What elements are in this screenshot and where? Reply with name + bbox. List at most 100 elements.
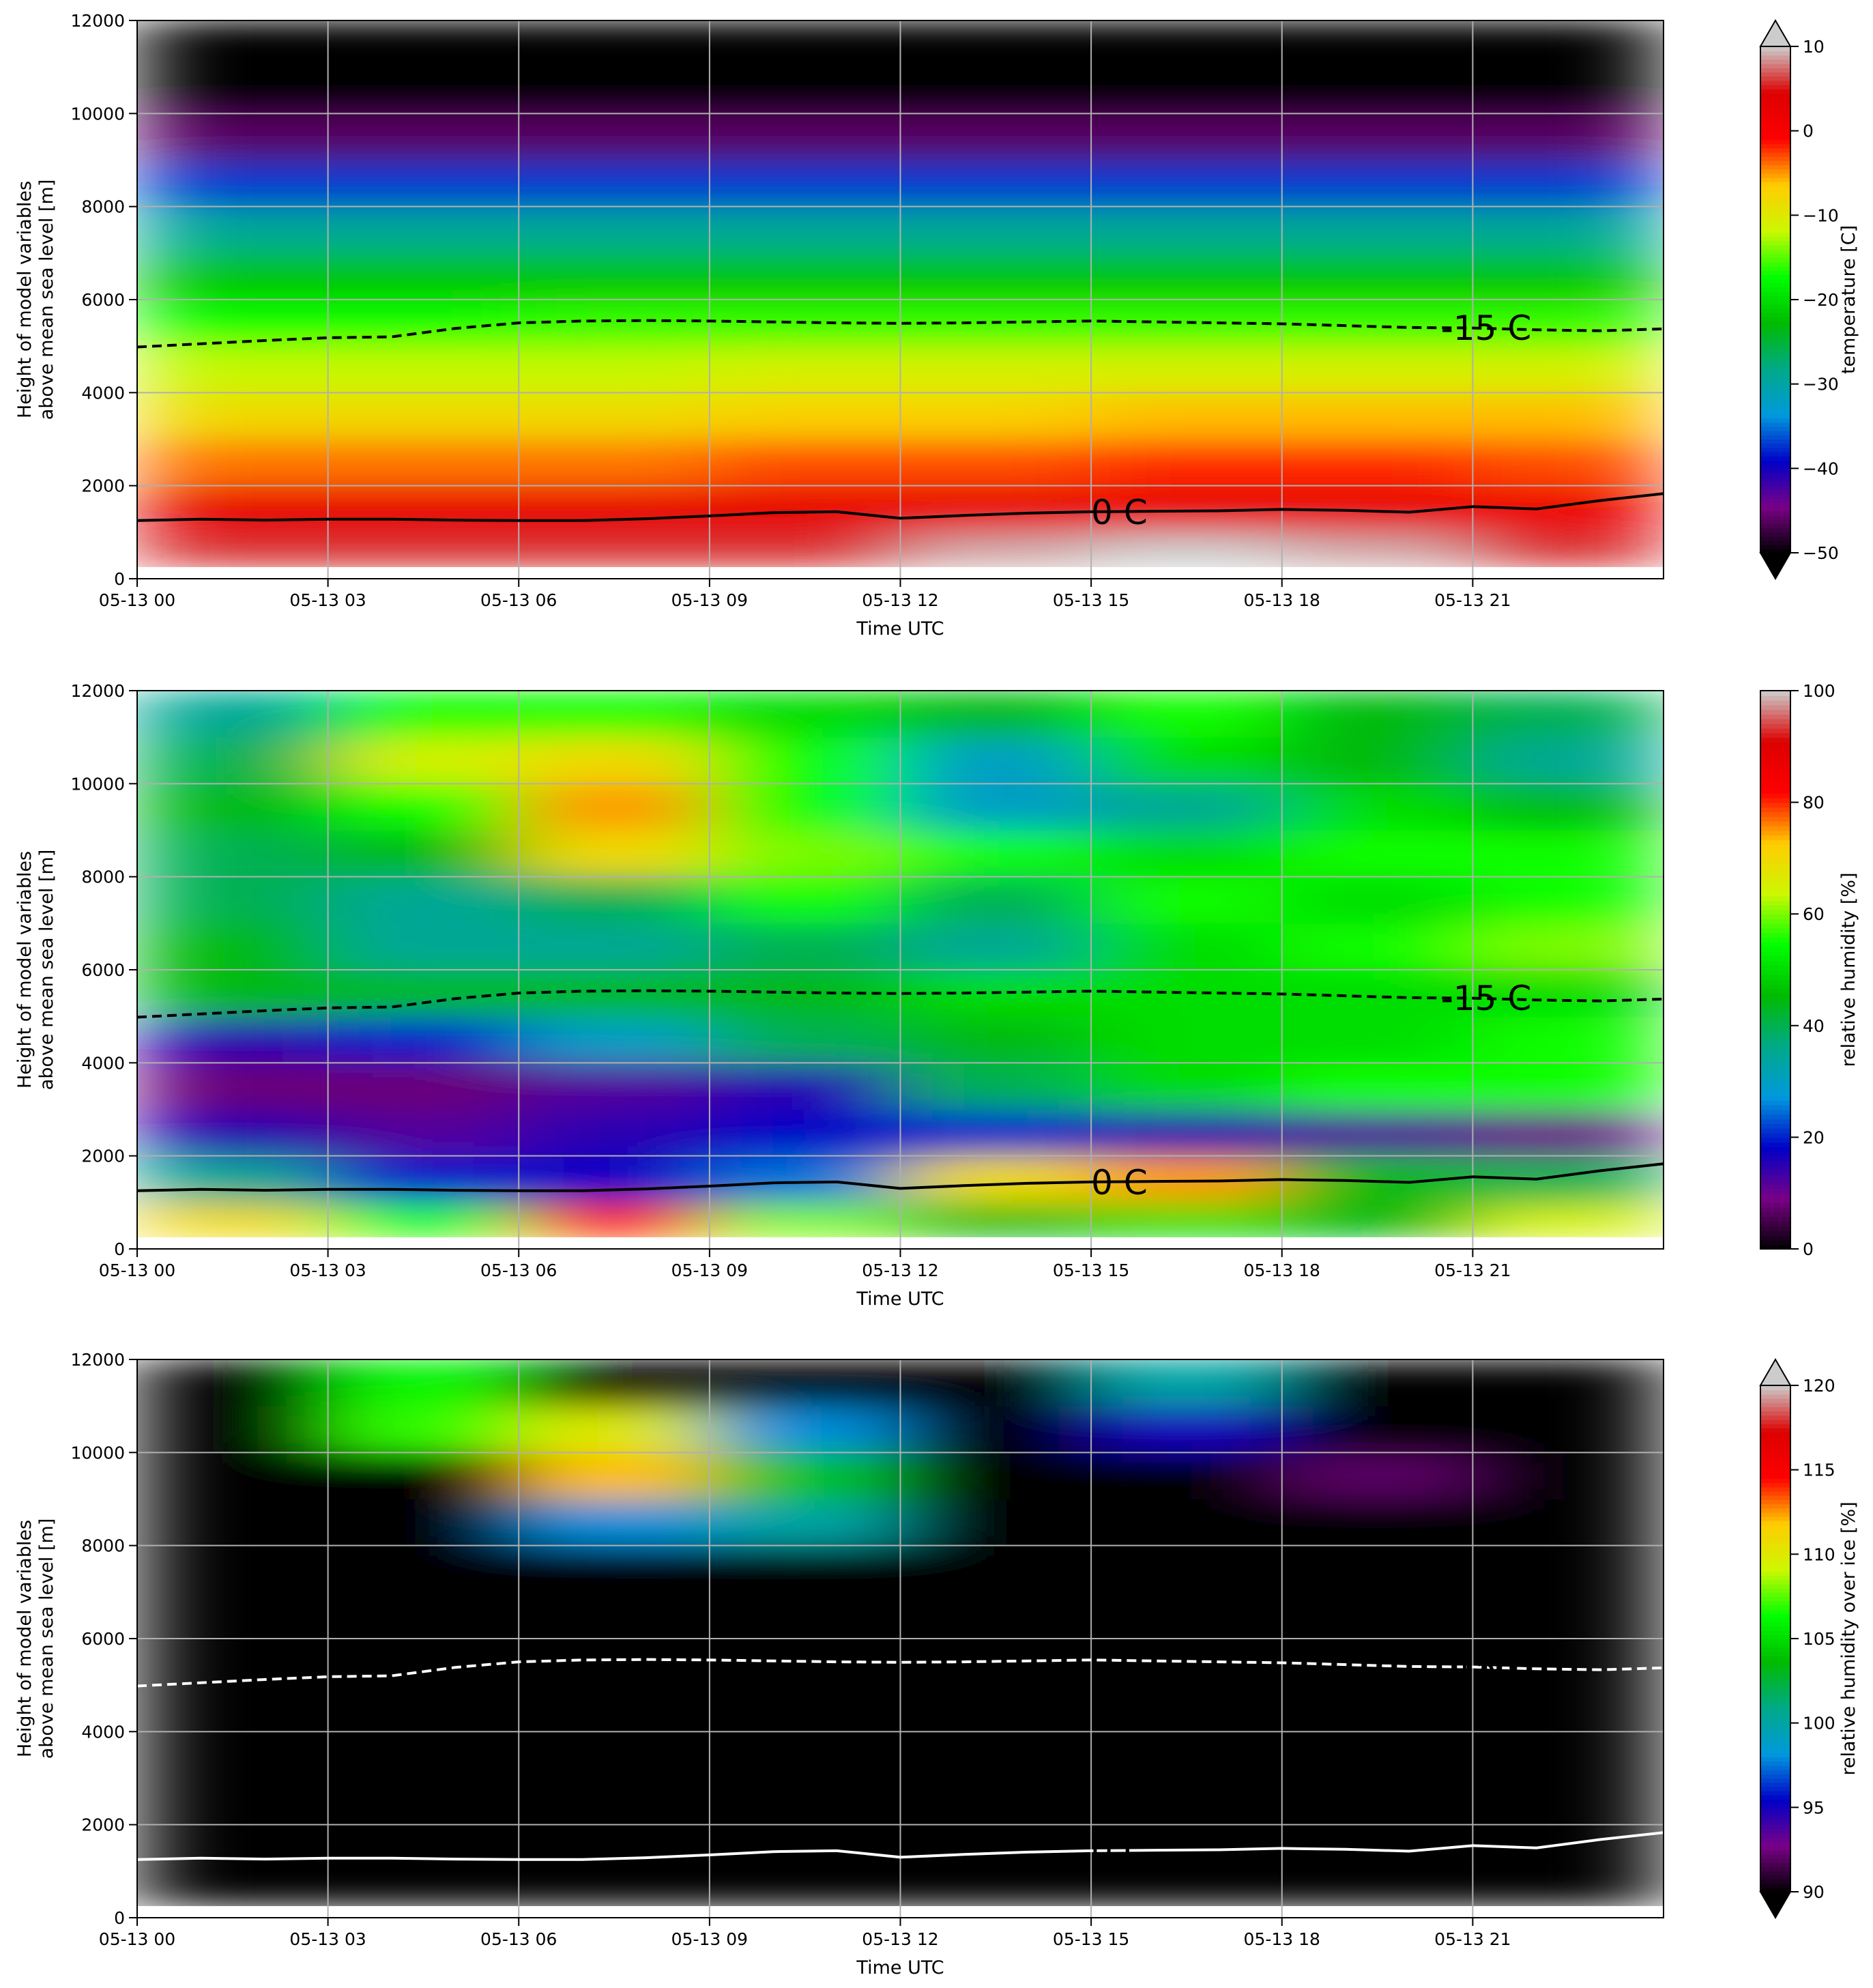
colorbar-slice [1760, 397, 1790, 402]
heat-cell [1472, 783, 1664, 831]
heat-cell [1281, 113, 1473, 160]
panel: 05-13 00 05-13 03 05-13 06 05-13 09 05-13 12… [14, 681, 1859, 1310]
colorbar-slice [1760, 741, 1790, 747]
colorbar-slice [1760, 1469, 1790, 1475]
colorbar-slice [1760, 1558, 1790, 1564]
heat-cell [1281, 1109, 1473, 1157]
colorbar-slice [1760, 737, 1790, 743]
field [137, 20, 1664, 568]
colorbar-slice [1760, 418, 1790, 423]
colorbar-slice [1760, 891, 1790, 896]
colorbar-slice [1760, 1211, 1790, 1218]
no-data-cell [1090, 1871, 1283, 1907]
colorbar-slice [1760, 333, 1790, 338]
no-data-cell [1472, 1778, 1664, 1826]
y-axis-label: above mean sea level [m] [36, 850, 57, 1091]
colorbar-slice [1760, 1587, 1790, 1593]
colorbar-slice [1760, 1142, 1790, 1148]
colorbar-slice [1760, 1757, 1790, 1762]
y-tick-label: 12000 [70, 1350, 125, 1370]
colorbar-slice [1760, 863, 1790, 869]
no-data-cell [137, 1452, 329, 1499]
colorbar-slice [1760, 295, 1790, 300]
heat-cell [518, 923, 710, 970]
heat-cell [900, 485, 1092, 533]
heat-cell [328, 439, 519, 487]
heat-cell [328, 113, 519, 160]
colorbar-slice [1760, 1883, 1790, 1888]
field [137, 691, 1664, 1238]
colorbar-slice [1760, 1643, 1790, 1648]
colorbar-slice [1760, 1609, 1790, 1614]
no-data-cell [518, 20, 710, 68]
no-data-cell [328, 1545, 519, 1593]
colorbar-extend-bottom [1759, 1891, 1792, 1919]
heat-cell [137, 345, 329, 393]
heat-cell [1090, 345, 1283, 393]
colorbar-slice [1760, 308, 1790, 313]
heat-cell [1281, 160, 1473, 207]
colorbar-slice [1760, 1109, 1790, 1115]
no-data-cell [1281, 1778, 1473, 1826]
colorbar-slice [1760, 1081, 1790, 1087]
heat-cell [1090, 1015, 1283, 1063]
colorbar-slice [1760, 506, 1790, 512]
heat-cell [328, 532, 519, 568]
heat-cell [518, 1452, 710, 1499]
heat-cell [328, 345, 519, 393]
colorbar-slice [1760, 1398, 1790, 1403]
colorbar-slice [1760, 527, 1790, 533]
colorbar-slice [1760, 1811, 1790, 1817]
colorbar-slice [1760, 1225, 1790, 1231]
colorbar-slice [1760, 472, 1790, 478]
heat-cell [900, 206, 1092, 254]
heat-cell [328, 923, 519, 970]
heat-cell [1090, 160, 1283, 207]
y-tick-label: 2000 [81, 476, 125, 496]
colorbar-slice [1760, 1137, 1790, 1143]
colorbar-slice [1760, 1007, 1790, 1013]
no-data-cell [1281, 1684, 1473, 1732]
colorbar-slice [1760, 946, 1790, 952]
colorbar-slice [1760, 1765, 1790, 1770]
colorbar-slice [1760, 1575, 1790, 1581]
colorbar-slice [1760, 1207, 1790, 1213]
x-tick-label: 05-13 21 [1434, 590, 1511, 610]
no-data-cell [1472, 1731, 1664, 1778]
colorbar-slice [1760, 1533, 1790, 1538]
colorbar-slice [1760, 839, 1790, 845]
no-data-cell [1281, 1359, 1473, 1407]
colorbar-slice [1760, 130, 1790, 136]
heat-cell [900, 783, 1092, 831]
colorbar-slice [1760, 544, 1790, 549]
heat-cell [1090, 439, 1283, 487]
no-data-cell [1090, 1499, 1283, 1546]
colorbar-slice [1760, 1807, 1790, 1813]
colorbar-slice [1760, 1773, 1790, 1779]
colorbar-slice [1760, 97, 1790, 102]
heat-cell [1472, 1109, 1664, 1157]
colorbar-slice [1760, 270, 1790, 275]
colorbar-slice [1760, 489, 1790, 495]
colorbar-slice [1760, 409, 1790, 414]
colorbar-slice [1760, 774, 1790, 780]
colorbar-slice [1760, 485, 1790, 491]
no-data-cell [1472, 66, 1664, 114]
no-data-cell [709, 20, 901, 68]
colorbar-slice [1760, 792, 1790, 798]
heat-cell [518, 830, 710, 878]
heat-cell [1472, 1202, 1664, 1238]
colorbar-slice [1760, 779, 1790, 785]
colorbar-slice [1760, 765, 1790, 770]
colorbar-slice [1760, 1845, 1790, 1851]
colorbar-slice [1760, 807, 1790, 813]
no-data-cell [518, 1778, 710, 1826]
no-data-cell [709, 1778, 901, 1826]
colorbar-slice [1760, 1537, 1790, 1542]
colorbar-slice [1760, 1752, 1790, 1758]
heat-cell [1281, 830, 1473, 878]
colorbar-slice [1760, 1478, 1790, 1484]
colorbar-slice [1760, 1562, 1790, 1568]
colorbar-tick-label: 100 [1803, 1714, 1835, 1733]
